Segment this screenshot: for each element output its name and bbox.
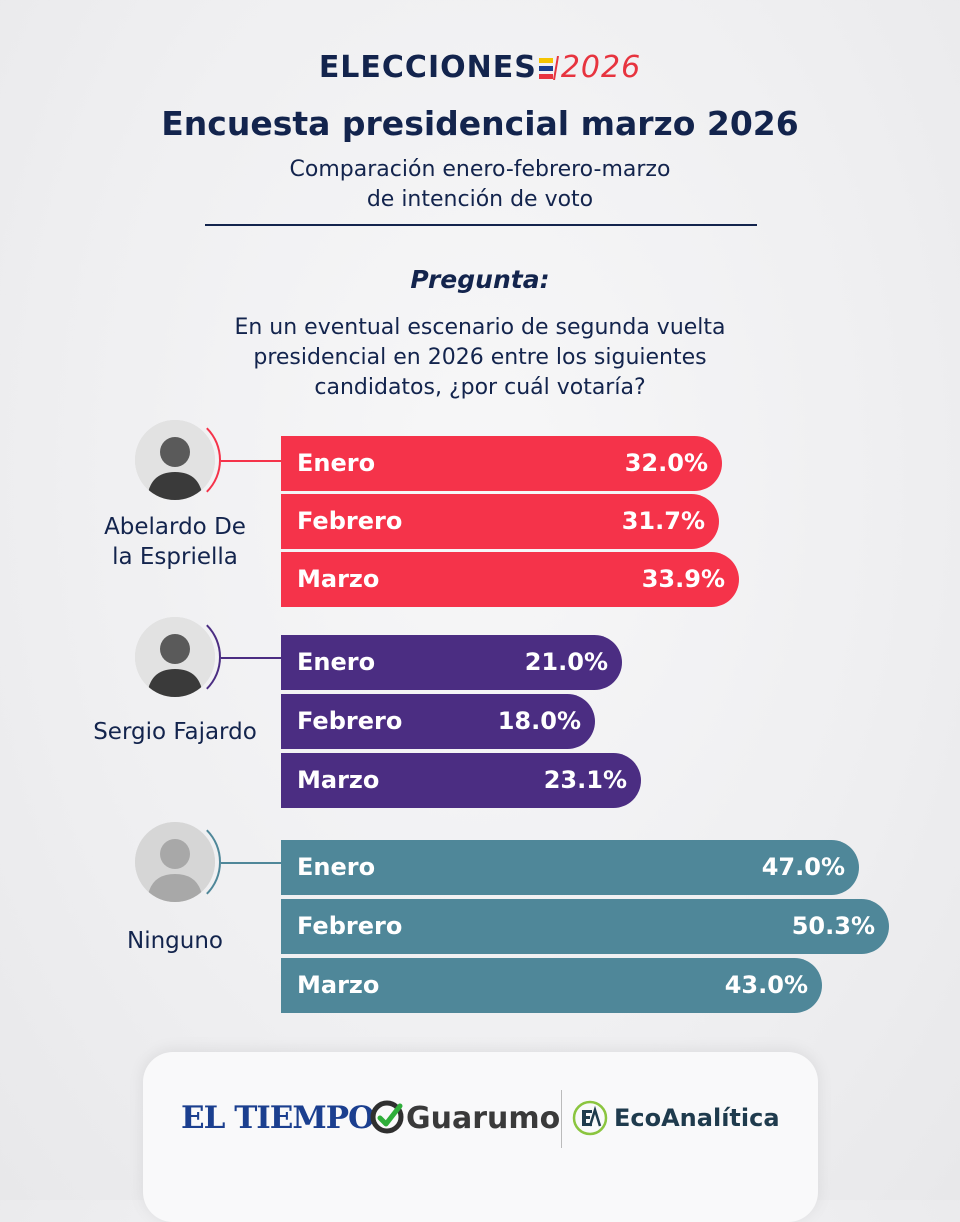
chart-bar: Febrero 18.0% bbox=[281, 694, 595, 749]
chart-bar: Marzo 23.1% bbox=[281, 753, 641, 808]
bar-category-label: Enero bbox=[297, 853, 376, 881]
subtitle-line-1: Comparación enero-febrero-marzo bbox=[289, 157, 671, 182]
chart-bar: Febrero 31.7% bbox=[281, 494, 719, 549]
colombia-flag-icon bbox=[538, 56, 559, 80]
header-divider bbox=[205, 224, 757, 226]
avatar-accent-arc bbox=[129, 816, 221, 908]
chart-bar: Enero 32.0% bbox=[281, 436, 722, 491]
candidate-name-line-1: Sergio Fajardo bbox=[93, 719, 257, 745]
bar-category-label: Enero bbox=[297, 648, 376, 676]
bar-value-label: 47.0% bbox=[761, 853, 845, 881]
bar-value-label: 31.7% bbox=[621, 507, 705, 535]
el-tiempo-logo: EL TIEMPO bbox=[181, 1100, 375, 1136]
bar-value-label: 32.0% bbox=[624, 449, 708, 477]
footer-divider bbox=[561, 1090, 562, 1148]
candidate-name-line-1: Ninguno bbox=[127, 928, 223, 954]
candidate-name: Abelardo De la Espriella bbox=[60, 512, 290, 572]
ecoanalitica-text: EcoAnalítica bbox=[614, 1104, 780, 1132]
bar-category-label: Marzo bbox=[297, 971, 380, 999]
guarumo-text: Guarumo bbox=[406, 1101, 561, 1136]
bar-category-label: Febrero bbox=[297, 707, 403, 735]
guarumo-mark-icon bbox=[370, 1100, 404, 1134]
question-text: En un eventual escenario de segunda vuel… bbox=[0, 313, 960, 403]
chart-bar: Enero 21.0% bbox=[281, 635, 622, 690]
bar-value-label: 23.1% bbox=[543, 766, 627, 794]
ecoanalitica-mark-icon bbox=[572, 1100, 608, 1136]
chart-bar: Febrero 50.3% bbox=[281, 899, 889, 954]
bar-value-label: 50.3% bbox=[791, 912, 875, 940]
bar-value-label: 43.0% bbox=[724, 971, 808, 999]
ecoanalitica-logo: EcoAnalítica bbox=[572, 1100, 780, 1136]
brand-logo: ELECCIONES 2026 bbox=[0, 50, 960, 85]
candidate-name: Sergio Fajardo bbox=[60, 717, 290, 747]
bar-value-label: 18.0% bbox=[497, 707, 581, 735]
chart-bar: Enero 47.0% bbox=[281, 840, 859, 895]
question-label: Pregunta: bbox=[410, 265, 550, 294]
brand-word: ELECCIONES bbox=[318, 50, 537, 85]
avatar-connector-line bbox=[221, 657, 281, 659]
question-line-2: presidencial en 2026 entre los siguiente… bbox=[253, 345, 707, 370]
guarumo-logo: Guarumo bbox=[370, 1100, 560, 1136]
avatar-accent-arc bbox=[129, 611, 221, 703]
question-line-3: candidatos, ¿por cuál votaría? bbox=[314, 375, 646, 400]
subtitle-line-2: de intención de voto bbox=[366, 187, 594, 212]
bar-category-label: Febrero bbox=[297, 507, 403, 535]
chart-bar: Marzo 43.0% bbox=[281, 958, 822, 1013]
bar-value-label: 33.9% bbox=[641, 565, 725, 593]
page-title: Encuesta presidencial marzo 2026 bbox=[161, 104, 799, 143]
bar-category-label: Marzo bbox=[297, 766, 380, 794]
bar-category-label: Marzo bbox=[297, 565, 380, 593]
chart-bar: Marzo 33.9% bbox=[281, 552, 739, 607]
page-subtitle: Comparación enero-febrero-marzo de inten… bbox=[0, 155, 960, 215]
candidate-name-line-2: la Espriella bbox=[112, 544, 238, 570]
candidate-name: Ninguno bbox=[60, 926, 290, 956]
footer-panel bbox=[143, 1052, 818, 1222]
avatar-connector-line bbox=[221, 460, 281, 462]
bar-category-label: Enero bbox=[297, 449, 376, 477]
bar-value-label: 21.0% bbox=[524, 648, 608, 676]
question-line-1: En un eventual escenario de segunda vuel… bbox=[234, 315, 726, 340]
candidate-name-line-1: Abelardo De bbox=[104, 514, 246, 540]
avatar-connector-line bbox=[221, 862, 281, 864]
bar-category-label: Febrero bbox=[297, 912, 403, 940]
avatar-accent-arc bbox=[129, 414, 221, 506]
brand-year: 2026 bbox=[560, 50, 642, 85]
